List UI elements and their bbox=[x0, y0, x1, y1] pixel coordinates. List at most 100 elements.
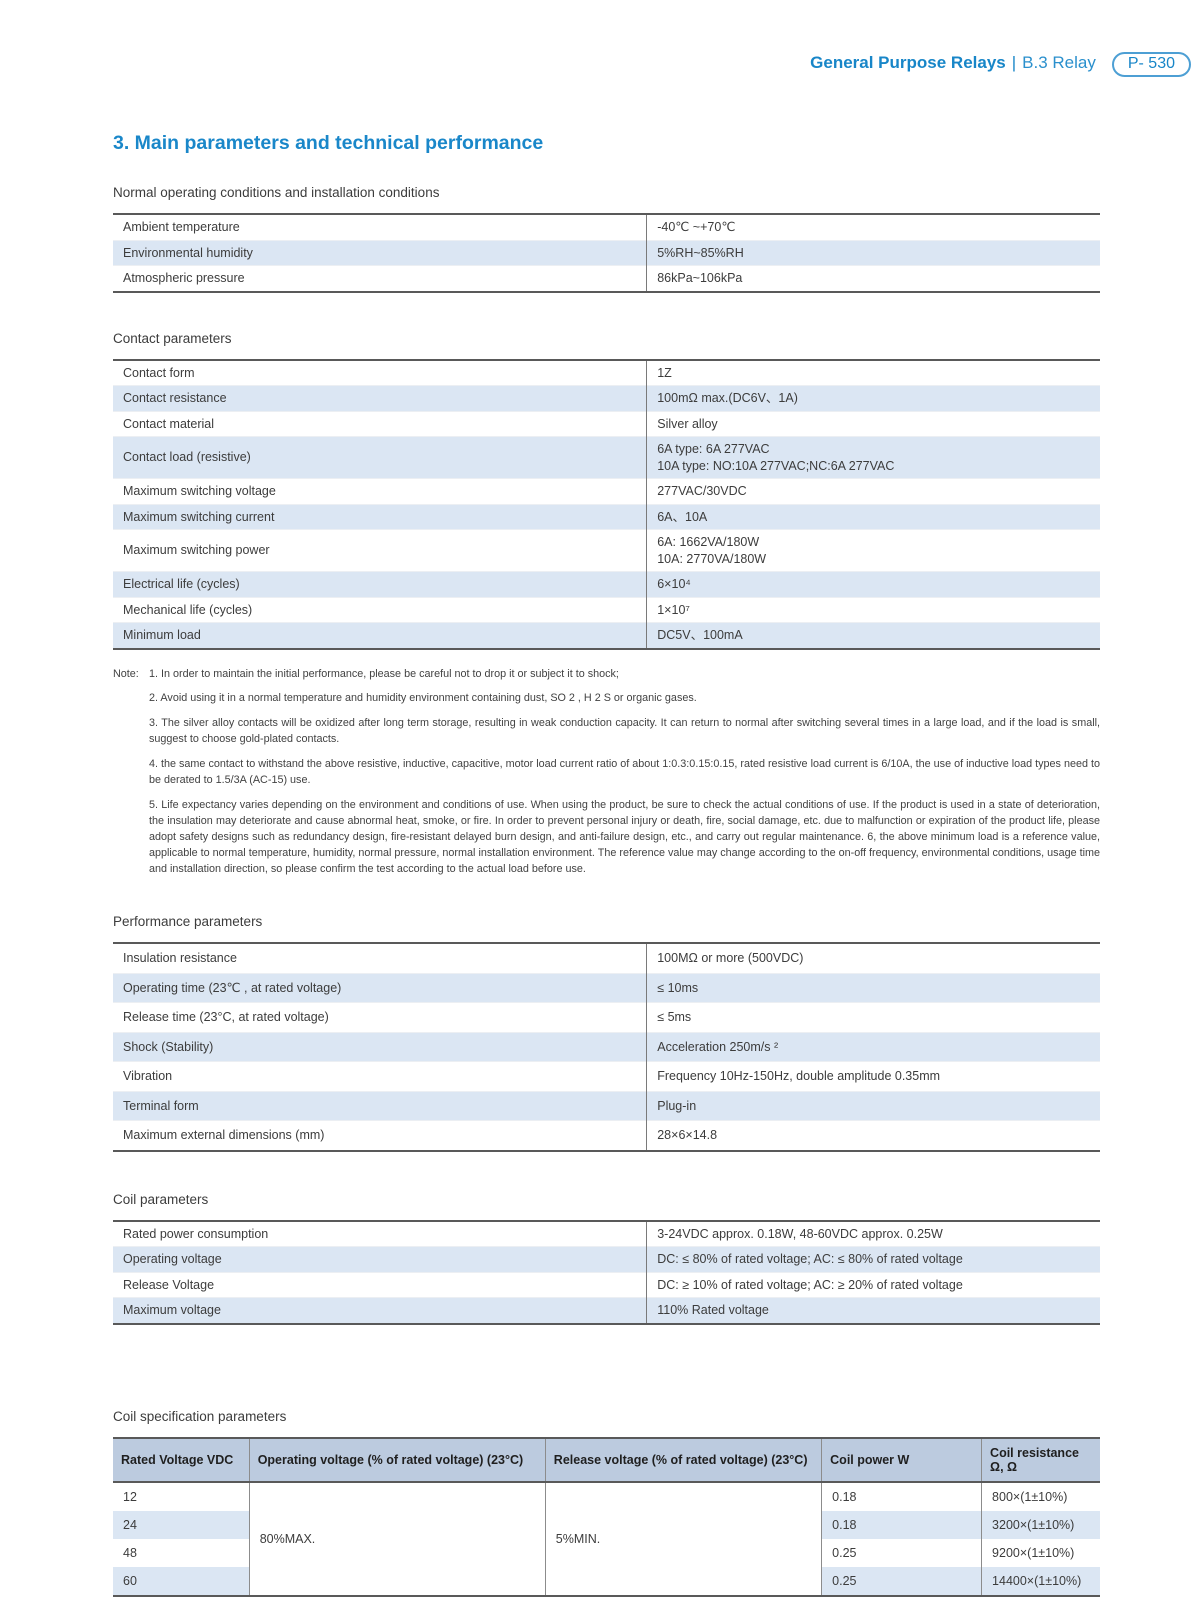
row-value: 1×10⁷ bbox=[646, 596, 1100, 623]
row-label: Maximum voltage bbox=[113, 1297, 647, 1324]
row-label: Vibration bbox=[113, 1061, 647, 1092]
table-row: Release time (23°C, at rated voltage) ≤ … bbox=[113, 1002, 1100, 1033]
row-value: 3-24VDC approx. 0.18W, 48-60VDC approx. … bbox=[646, 1220, 1100, 1247]
row-value: Plug-in bbox=[646, 1090, 1100, 1121]
conditions-table: Ambient temperature -40℃ ~+70℃ Environme… bbox=[113, 213, 1100, 293]
coil-spec-heading: Coil specification parameters bbox=[113, 1408, 287, 1424]
conditions-section: Normal operating conditions and installa… bbox=[113, 185, 1100, 293]
coil-spec-table: Rated Voltage VDC Operating voltage (% o… bbox=[113, 1436, 1100, 1597]
cell-coil-resistance: 9200×(1±10%) bbox=[981, 1538, 1100, 1567]
row-value: 5%RH~85%RH bbox=[646, 239, 1100, 266]
row-label: Contact material bbox=[113, 410, 647, 437]
row-value: 86kPa~106kPa bbox=[646, 265, 1100, 292]
row-value: 110% Rated voltage bbox=[646, 1297, 1100, 1324]
page-title: 3. Main parameters and technical perform… bbox=[113, 132, 544, 154]
table-row: Terminal form Plug-in bbox=[113, 1090, 1100, 1121]
notes-block: Note: 1. In order to maintain the initia… bbox=[113, 667, 1100, 879]
conditions-heading: Normal operating conditions and installa… bbox=[113, 185, 440, 200]
table-row: Electrical life (cycles) 6×10⁴ bbox=[113, 571, 1100, 597]
note-item: 1. In order to maintain the initial perf… bbox=[149, 667, 619, 680]
column-header-release-voltage: Release voltage (% of rated voltage) (23… bbox=[544, 1437, 822, 1483]
row-label: Maximum switching current bbox=[113, 503, 647, 530]
header-model: B.3 Relay bbox=[1022, 53, 1096, 72]
row-label: Rated power consumption bbox=[123, 1226, 269, 1241]
row-label: Release Voltage bbox=[113, 1271, 647, 1298]
table-row: Contact load (resistive) 6A type: 6A 277… bbox=[113, 436, 1100, 479]
row-value: 6A type: 6A 277VAC 10A type: NO:10A 277V… bbox=[646, 436, 1100, 479]
row-value: DC5V、100mA bbox=[646, 622, 1100, 649]
row-value: 28×6×14.8 bbox=[646, 1120, 1100, 1151]
cell-operating-voltage: 80%MAX. bbox=[248, 1481, 546, 1596]
note-item: 3. The silver alloy contacts will be oxi… bbox=[149, 717, 1100, 746]
row-label: Maximum switching voltage bbox=[113, 478, 647, 504]
row-label: Terminal form bbox=[113, 1090, 647, 1121]
cell-coil-power: 0.18 bbox=[821, 1510, 982, 1539]
table-row: 48 0.25 9200×(1±10%) bbox=[113, 1538, 1100, 1567]
row-label: Electrical life (cycles) bbox=[113, 571, 647, 597]
notes-label: Note: bbox=[113, 667, 139, 680]
row-label: Operating voltage bbox=[113, 1246, 647, 1273]
table-row: Minimum load DC5V、100mA bbox=[113, 622, 1100, 649]
row-value: Silver alloy bbox=[646, 410, 1100, 437]
row-label: Contact resistance bbox=[113, 385, 647, 411]
cell-rated-voltage: 24 bbox=[113, 1510, 250, 1539]
row-label: Contact form bbox=[123, 365, 195, 380]
table-row: 12 80%MAX. 5%MIN. 0.18 800×(1±10%) bbox=[113, 1481, 1100, 1596]
performance-section: Performance parameters Insulation resist… bbox=[113, 914, 1100, 1152]
row-label: Maximum switching power bbox=[113, 529, 647, 572]
row-value: 6A、10A bbox=[646, 503, 1100, 530]
row-value: 100mΩ max.(DC6V、1A) bbox=[646, 385, 1100, 411]
row-value: 100MΩ or more (500VDC) bbox=[646, 943, 1100, 974]
contact-section: Contact parameters Contact form 1Z Conta… bbox=[113, 331, 1100, 650]
cell-coil-power: 0.25 bbox=[821, 1566, 982, 1596]
row-label: Operating time (23℃ , at rated voltage) bbox=[113, 972, 647, 1003]
column-header-operating-voltage: Operating voltage (% of rated voltage) (… bbox=[248, 1437, 546, 1483]
table-row: Maximum external dimensions (mm) 28×6×14… bbox=[113, 1120, 1100, 1151]
row-label: Minimum load bbox=[113, 622, 647, 649]
table-row: Operating voltage DC: ≤ 80% of rated vol… bbox=[113, 1246, 1100, 1273]
cell-coil-resistance: 800×(1±10%) bbox=[981, 1481, 1100, 1511]
column-header-coil-resistance: Coil resistance Ω, Ω bbox=[981, 1437, 1100, 1483]
row-label: Release time (23°C, at rated voltage) bbox=[113, 1002, 647, 1033]
row-value: Frequency 10Hz-150Hz, double amplitude 0… bbox=[646, 1061, 1100, 1092]
cell-coil-resistance: 14400×(1±10%) bbox=[981, 1566, 1100, 1596]
row-label: Mechanical life (cycles) bbox=[113, 596, 647, 623]
row-label: Contact load (resistive) bbox=[113, 436, 647, 479]
cell-rated-voltage: 60 bbox=[113, 1566, 250, 1596]
contact-heading: Contact parameters bbox=[113, 330, 232, 346]
cell-rated-voltage: 12 bbox=[123, 1489, 137, 1504]
page-number-badge: P- 530 bbox=[1111, 52, 1191, 77]
table-row: Vibration Frequency 10Hz-150Hz, double a… bbox=[113, 1061, 1100, 1092]
row-value: 6×10⁴ bbox=[646, 571, 1100, 597]
cell-rated-voltage: 48 bbox=[123, 1545, 137, 1560]
row-value: 277VAC/30VDC bbox=[646, 478, 1100, 504]
doc-header: General Purpose Relays | B.3 Relay P- 530 bbox=[0, 0, 1191, 77]
row-value: ≤ 5ms bbox=[646, 1002, 1100, 1033]
table-row: Shock (Stability) Acceleration 250m/s ² bbox=[113, 1031, 1100, 1062]
note-item: 5. Life expectancy varies depending on t… bbox=[149, 799, 1100, 876]
page-content: 3. Main parameters and technical perform… bbox=[113, 132, 1100, 1597]
performance-heading: Performance parameters bbox=[113, 914, 263, 930]
table-row: Contact resistance 100mΩ max.(DC6V、1A) bbox=[113, 385, 1100, 411]
note-item: 2. Avoid using it in a normal temperatur… bbox=[149, 692, 697, 705]
note-item: 4. the same contact to withstand the abo… bbox=[149, 758, 1100, 787]
table-row: 24 0.18 3200×(1±10%) bbox=[113, 1510, 1100, 1539]
cell-coil-power: 0.18 bbox=[821, 1481, 982, 1511]
coil-section: Coil parameters Rated power consumption … bbox=[113, 1192, 1100, 1325]
table-row: Rated power consumption 3-24VDC approx. … bbox=[113, 1220, 1100, 1247]
row-value: 1Z bbox=[646, 359, 1100, 386]
contact-table: Contact form 1Z Contact resistance 100mΩ… bbox=[113, 358, 1100, 650]
table-row: Environmental humidity 5%RH~85%RH bbox=[113, 239, 1100, 266]
header-divider: | bbox=[1011, 53, 1017, 72]
row-label: Ambient temperature bbox=[123, 220, 240, 234]
row-label: Maximum external dimensions (mm) bbox=[113, 1120, 647, 1151]
header-category: General Purpose Relays bbox=[810, 53, 1006, 72]
row-label: Insulation resistance bbox=[123, 951, 237, 966]
row-value: -40℃ ~+70℃ bbox=[646, 214, 1100, 240]
table-row: Ambient temperature -40℃ ~+70℃ bbox=[113, 214, 1100, 240]
table-row: Mechanical life (cycles) 1×10⁷ bbox=[113, 596, 1100, 623]
column-header-coil-power: Coil power W bbox=[821, 1437, 982, 1483]
table-row: Operating time (23℃ , at rated voltage) … bbox=[113, 972, 1100, 1003]
coil-spec-section: Coil specification parameters Rated Volt… bbox=[113, 1409, 1100, 1597]
table-row: Atmospheric pressure 86kPa~106kPa bbox=[113, 265, 1100, 292]
